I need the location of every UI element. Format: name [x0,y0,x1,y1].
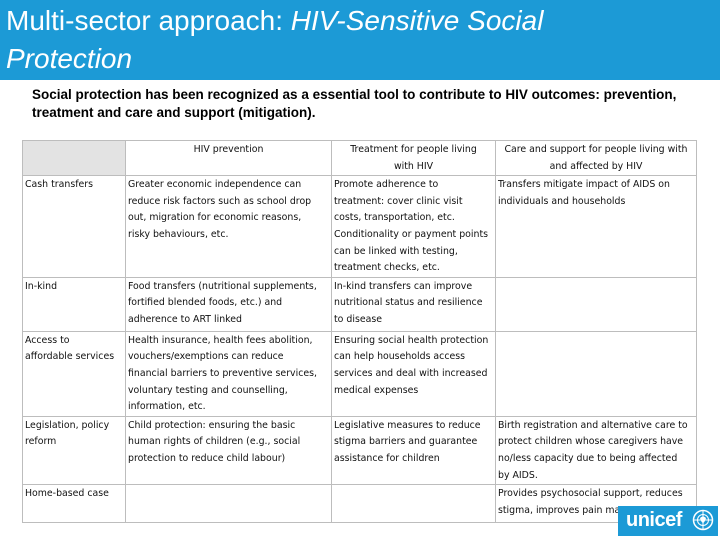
unicef-emblem-icon [692,509,714,531]
unicef-logo: unicef [618,506,718,536]
table-row: Legislation, policy reform Child protect… [22,415,697,486]
row-label: Cash transfers [22,175,126,278]
header-care-support: Care and support for people living with … [495,139,697,177]
header-blank-cell [22,139,126,177]
table-row: In-kind Food transfers (nutritional supp… [22,276,697,332]
title-bar: Multi-sector approach: HIV-Sensitive Soc… [0,0,720,80]
cell-care: Birth registration and alternative care … [495,415,697,486]
title-emphasis-line2: Protection [6,43,133,74]
cell-prevention [125,484,332,524]
cell-care [495,276,697,332]
page-title: Multi-sector approach: HIV-Sensitive Soc… [6,2,706,78]
intro-text: Social protection has been recognized as… [32,87,677,120]
cell-treatment: Promote adherence to treatment: cover cl… [331,175,496,278]
row-label: Home-based case [22,484,126,524]
title-emphasis-line1: HIV-Sensitive Social [290,5,544,36]
table-header-row: HIV prevention Treatment for people livi… [22,139,697,177]
row-label: In-kind [22,276,126,332]
cell-treatment: Legislative measures to reduce stigma ba… [331,415,496,486]
cell-treatment [331,484,496,524]
cell-prevention: Health insurance, health fees abolition,… [125,330,332,417]
hiv-social-protection-table: HIV prevention Treatment for people livi… [22,139,697,524]
cell-care [495,330,697,417]
cell-prevention: Greater economic independence can reduce… [125,175,332,278]
row-label: Legislation, policy reform [22,415,126,486]
cell-treatment: Ensuring social health protection can he… [331,330,496,417]
logo-text: unicef [626,509,682,531]
table-row: Access to affordable services Health ins… [22,330,697,417]
header-treatment: Treatment for people living with HIV [331,139,496,177]
cell-prevention: Food transfers (nutritional supplements,… [125,276,332,332]
row-label: Access to affordable services [22,330,126,417]
cell-care: Transfers mitigate impact of AIDS on ind… [495,175,697,278]
table-row: Cash transfers Greater economic independ… [22,175,697,278]
title-lead: Multi-sector approach: [6,5,291,36]
cell-prevention: Child protection: ensuring the basic hum… [125,415,332,486]
cell-treatment: In-kind transfers can improve nutritiona… [331,276,496,332]
table-row: Home-based case Provides psychosocial su… [22,484,697,524]
header-hiv-prevention: HIV prevention [125,139,332,177]
